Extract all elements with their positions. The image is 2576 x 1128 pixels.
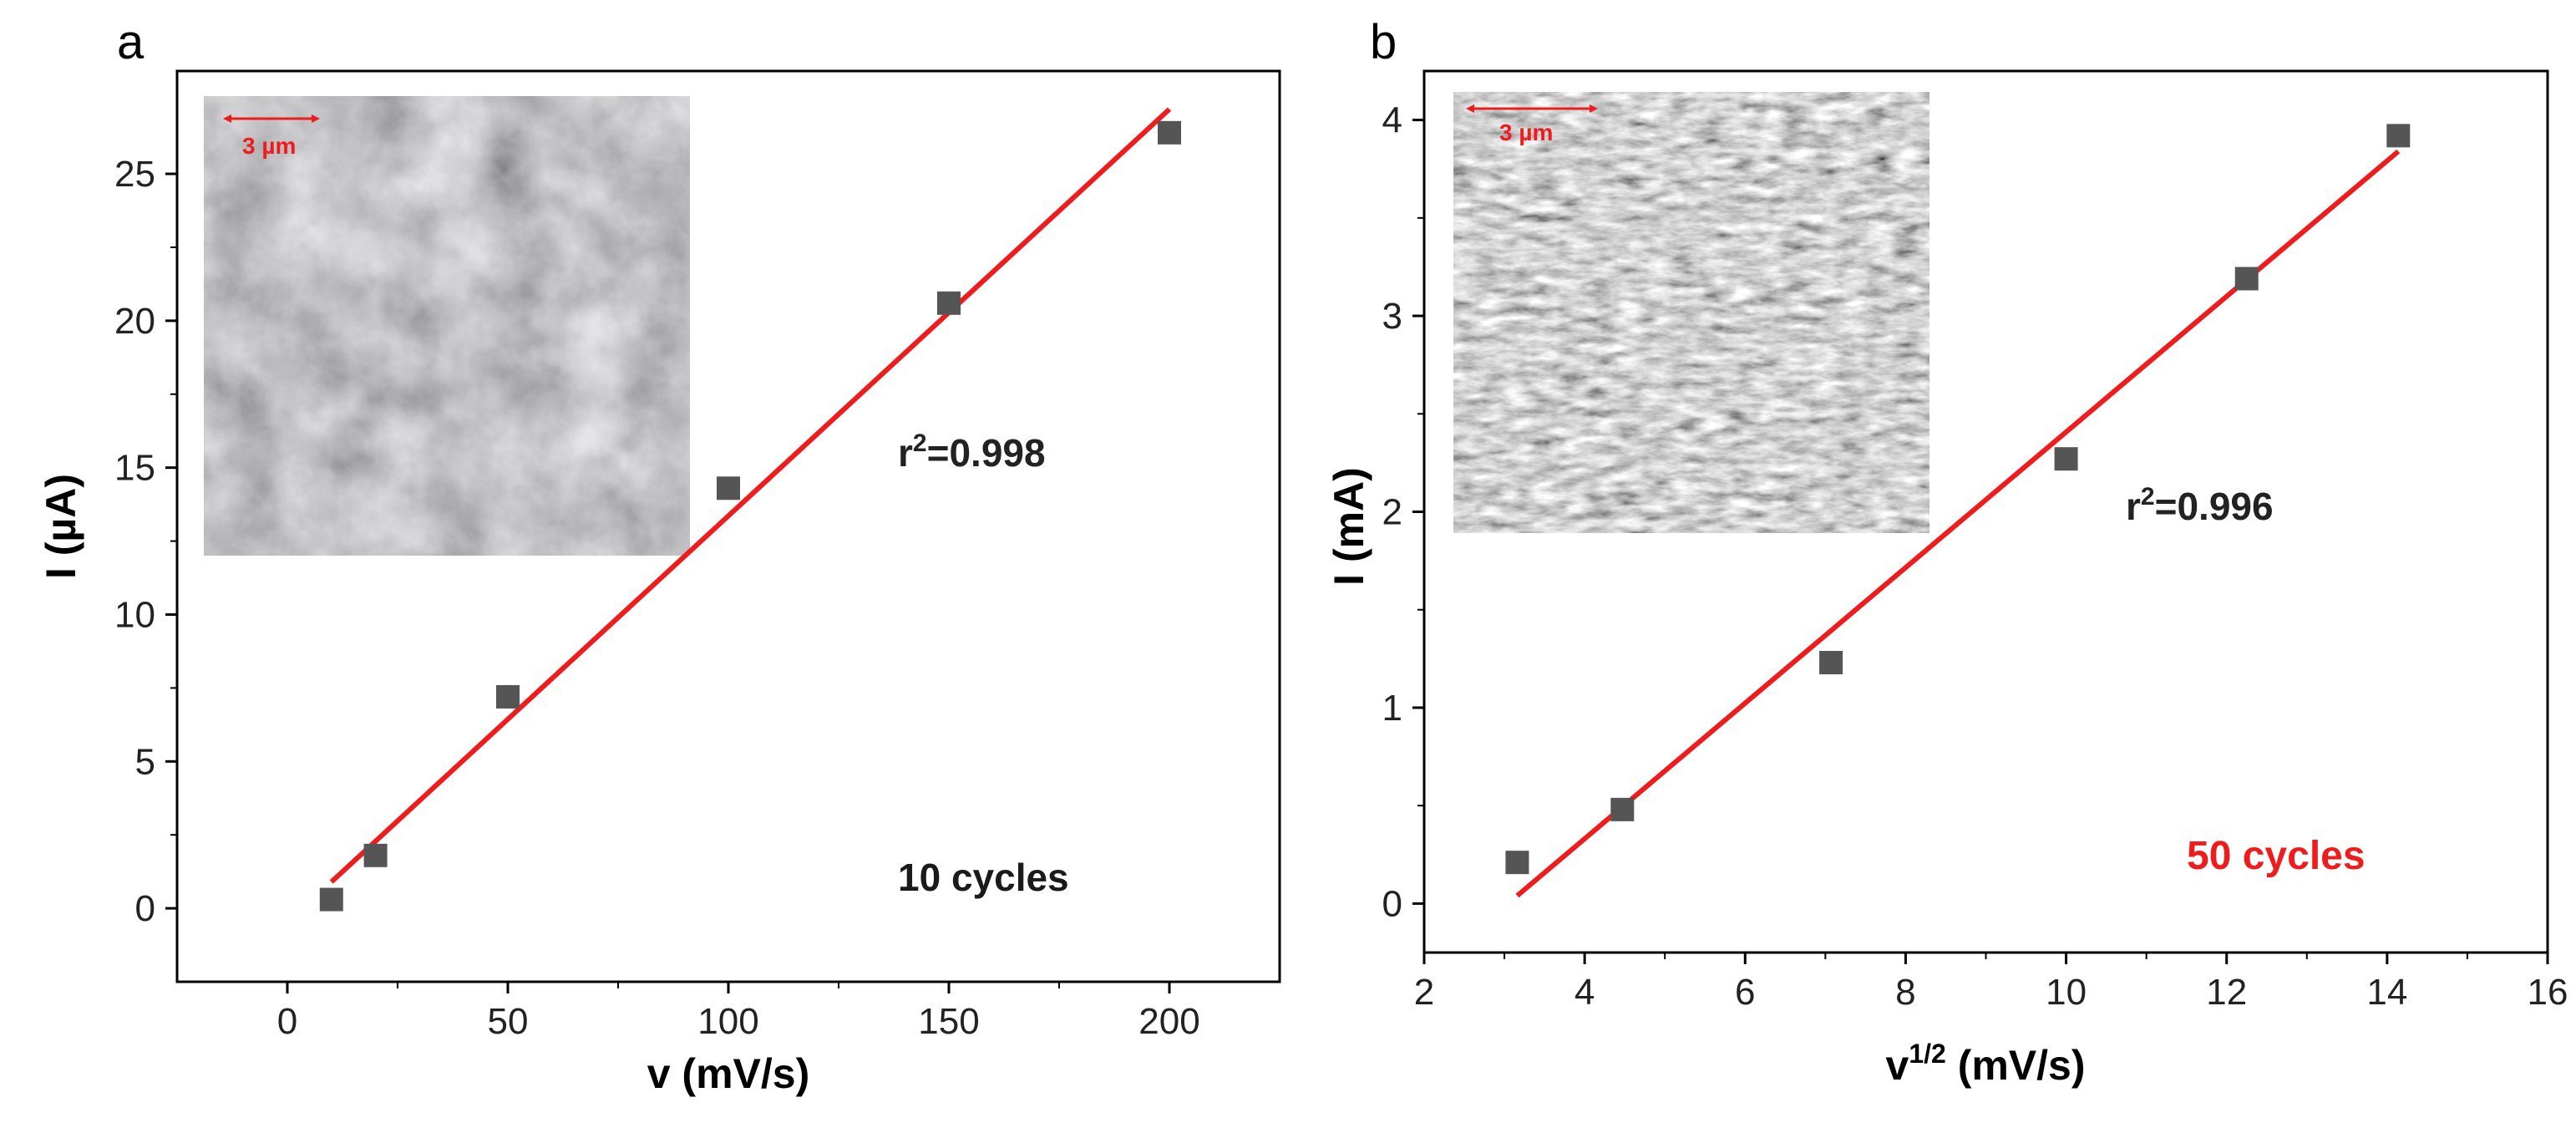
panel-a-fit-line <box>329 107 1172 884</box>
panel-a-sem-image <box>204 96 690 556</box>
panel-a-ylabel: I (µA) <box>38 474 84 579</box>
panel-b-xlabel-base: v <box>1886 1042 1909 1089</box>
panel-a-ticks: 0 50 100 150 200 0 5 10 15 20 25 <box>114 154 1200 1042</box>
panel-b-xlabel-rest: (mV/s) <box>1946 1042 2086 1089</box>
data-point <box>2386 124 2411 148</box>
panel-a-cycles-label: 10 cycles <box>898 856 1069 899</box>
x-tick-label: 6 <box>1735 972 1755 1013</box>
data-point <box>1819 651 1843 675</box>
panel-b-label: b <box>1370 15 1397 69</box>
panel-b-xlabel: v1/2 (mV/s) <box>1886 1039 2086 1089</box>
x-tick-label: 2 <box>1414 972 1434 1013</box>
panel-a-label: a <box>117 15 145 69</box>
y-tick-label: 15 <box>114 448 155 489</box>
x-tick-label: 12 <box>2206 972 2247 1013</box>
panel-b-ylabel: I (mA) <box>1326 467 1372 586</box>
data-point <box>363 843 388 867</box>
panel-a-r2-value: =0.998 <box>927 431 1046 475</box>
panel-b-scale-label: 3 µm <box>1499 119 1553 145</box>
panel-a-scale-label: 3 µm <box>242 133 296 159</box>
data-point <box>1158 120 1181 145</box>
y-tick-label: 3 <box>1382 296 1402 337</box>
panel-a-data-points <box>319 120 1181 912</box>
x-tick-label: 0 <box>277 1001 297 1042</box>
data-point <box>319 887 343 912</box>
x-tick-label: 14 <box>2366 972 2407 1013</box>
data-point <box>496 684 520 709</box>
y-tick-label: 1 <box>1382 688 1402 729</box>
x-tick-label: 10 <box>2046 972 2087 1013</box>
y-tick-label: 4 <box>1382 100 1402 141</box>
y-tick-label: 5 <box>135 741 155 782</box>
panel-b-inset: 3 µm <box>1453 92 1929 533</box>
x-tick-label: 100 <box>697 1001 758 1042</box>
y-tick-label: 0 <box>1382 883 1402 924</box>
data-point <box>937 291 961 315</box>
panel-a-r2-annotation: r2=0.998 <box>898 429 1046 475</box>
x-tick-label: 4 <box>1575 972 1595 1013</box>
panel-b-xlabel-sup: 1/2 <box>1909 1039 1945 1069</box>
y-tick-label: 0 <box>135 888 155 929</box>
panel-b-r2-label: r <box>2126 485 2141 528</box>
panel-a-xlabel: v (mV/s) <box>647 1050 810 1097</box>
x-tick-label: 200 <box>1138 1001 1199 1042</box>
y-tick-label: 10 <box>114 594 155 635</box>
y-tick-label: 20 <box>114 301 155 342</box>
x-tick-label: 150 <box>918 1001 979 1042</box>
panel-a-r2-label: r <box>898 431 913 475</box>
data-point <box>1505 851 1529 875</box>
panel-b-cycles-label: 50 cycles <box>2187 834 2366 878</box>
x-tick-label: 50 <box>488 1001 529 1042</box>
y-tick-label: 25 <box>114 154 155 195</box>
y-tick-label: 2 <box>1382 492 1402 533</box>
panel-b-data-points <box>1505 124 2411 875</box>
data-point <box>2234 267 2259 291</box>
panel-a-inset: 3 µm <box>204 96 690 556</box>
panel-b-r2-sup: 2 <box>2141 483 2155 511</box>
panel-b-sem-image <box>1453 92 1929 533</box>
x-tick-label: 16 <box>2528 972 2568 1013</box>
panel-a-sem-shade <box>204 96 690 556</box>
panel-a: a 0 50 100 150 200 0 5 10 15 20 25 3 µm r2=0.998 1… <box>38 15 1281 1097</box>
panel-b-r2-value: =0.996 <box>2155 485 2274 528</box>
panel-a-r2-sup: 2 <box>913 429 927 457</box>
data-point <box>2054 447 2078 471</box>
x-tick-label: 8 <box>1895 972 1915 1013</box>
panel-b-r2-annotation: r2=0.996 <box>2126 483 2274 528</box>
data-point <box>717 476 740 500</box>
data-point <box>1610 797 1635 821</box>
